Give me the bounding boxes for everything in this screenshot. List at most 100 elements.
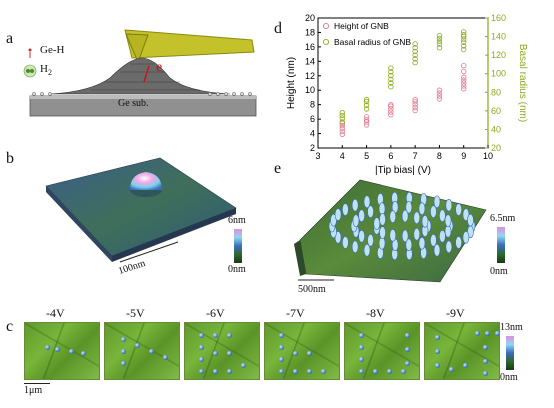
radius-point [461, 46, 467, 53]
nanobubble-dome [351, 198, 359, 212]
nanobubble-dot [135, 343, 140, 348]
nanobubble-dot [321, 369, 326, 374]
height-point [388, 103, 394, 109]
radius-point [388, 69, 394, 75]
legend-marker-radius [322, 38, 330, 46]
radius-point [339, 115, 345, 121]
height-point [436, 90, 443, 96]
nanobubble-dome [401, 209, 409, 223]
radius-point [412, 45, 418, 51]
radius-point [363, 102, 370, 108]
nanobubble-dome [418, 202, 426, 216]
x-tick-label: 3 [315, 151, 320, 161]
nanobubble-dot [45, 345, 50, 350]
nanobubble-dot [227, 369, 232, 374]
height-point [461, 80, 467, 86]
y-right-tick-label: 160 [491, 13, 506, 23]
y-left-tick-label: 2 [310, 143, 315, 153]
nanobubble-dome [334, 208, 342, 221]
nanobubble-dome [421, 215, 429, 228]
radius-point [412, 59, 418, 66]
y-left-axis-label: Height (nm) [286, 57, 297, 109]
nanobubble-dot [199, 345, 204, 350]
radius-point [388, 80, 394, 86]
nanobubble-dot [307, 369, 312, 374]
voltage-label: -5V [126, 306, 145, 320]
afm-3d-surface-b [45, 157, 237, 263]
nanobubble-dot [199, 369, 204, 374]
nanobubble-dome [367, 234, 374, 247]
nanobubble-dome [444, 214, 452, 227]
height-point [363, 119, 370, 125]
nanobubble-dot [483, 345, 488, 350]
nanobubble-dot [405, 333, 410, 338]
radius-point [363, 106, 370, 112]
panel-label-c: c [6, 318, 14, 335]
nanobubble-dot [121, 361, 126, 366]
radius-point [388, 72, 394, 79]
nanobubble-dot [387, 369, 392, 374]
x-tick-label: 7 [413, 151, 418, 161]
colorbar-e [497, 227, 505, 263]
afm-3d-surface-e [294, 179, 487, 283]
nanobubble-dome [405, 238, 413, 252]
nanobubble-dome [378, 236, 386, 250]
nanobubble-dot [359, 357, 364, 362]
x-tick-label: 10 [483, 151, 493, 161]
height-point [388, 109, 394, 115]
nanobubble-dome [430, 234, 437, 247]
afm-tile [184, 322, 260, 380]
nanobubble-dot [463, 363, 468, 368]
nanobubble-dot [213, 369, 218, 374]
nanobubble-dot [435, 349, 440, 354]
legend-ge-h: Ge-H [40, 44, 65, 56]
x-tick-label: 5 [364, 151, 369, 161]
y-left-tick-label: 16 [305, 42, 315, 52]
nanobubble-dome [433, 243, 441, 257]
colorbar-e-min: 0nm [490, 266, 508, 277]
height-point [461, 62, 467, 69]
y-right-tick-label: 80 [491, 87, 501, 97]
nanobubble-dome [430, 205, 437, 218]
nanobubble-dot [279, 333, 284, 338]
height-point [412, 107, 418, 114]
afm-tile [104, 322, 180, 380]
e-label: e [156, 60, 163, 75]
panel-label-b: b [6, 150, 14, 167]
voltage-label: -7V [286, 306, 305, 320]
colorbar-c-max: 13nm [500, 322, 523, 333]
height-point [412, 99, 418, 105]
nanobubble-dot [401, 369, 406, 374]
radius-point [388, 84, 394, 90]
nanobubble-dome [379, 213, 386, 226]
nanobubble-dot [485, 331, 490, 336]
x-tick-label: 6 [388, 151, 393, 161]
scale-bar-c: 1μm [24, 385, 43, 396]
nanobubble-dot [55, 347, 60, 352]
height-point [461, 83, 467, 89]
radius-point [461, 39, 467, 45]
nanobubble-dot [199, 357, 204, 362]
y-left-tick-label: 6 [310, 114, 315, 124]
colorbar-b-min: 0nm [228, 264, 246, 275]
afm-cantilever [124, 29, 255, 59]
voltage-label: -4V [46, 306, 65, 320]
colorbar-c [506, 336, 514, 370]
height-point [436, 96, 443, 102]
nanobubble-dot [495, 331, 499, 336]
nanobubble-dome [363, 195, 371, 209]
y-right-tick-label: 120 [491, 50, 506, 60]
y-left-tick-label: 20 [305, 13, 315, 23]
y-right-tick-label: 100 [491, 69, 506, 79]
voltage-label: -6V [206, 306, 225, 320]
nanobubble-dot [293, 369, 298, 374]
nanobubble-dot [475, 331, 480, 336]
nanobubble-dome [351, 240, 359, 254]
nanobubble-dome [439, 229, 446, 243]
height-point [363, 122, 370, 128]
nanobubble-dot [307, 351, 312, 356]
nanobubble-dot [213, 333, 218, 338]
nanobubble-dot [293, 351, 298, 356]
radius-point [339, 110, 345, 116]
nanobubble-dome [373, 217, 381, 230]
